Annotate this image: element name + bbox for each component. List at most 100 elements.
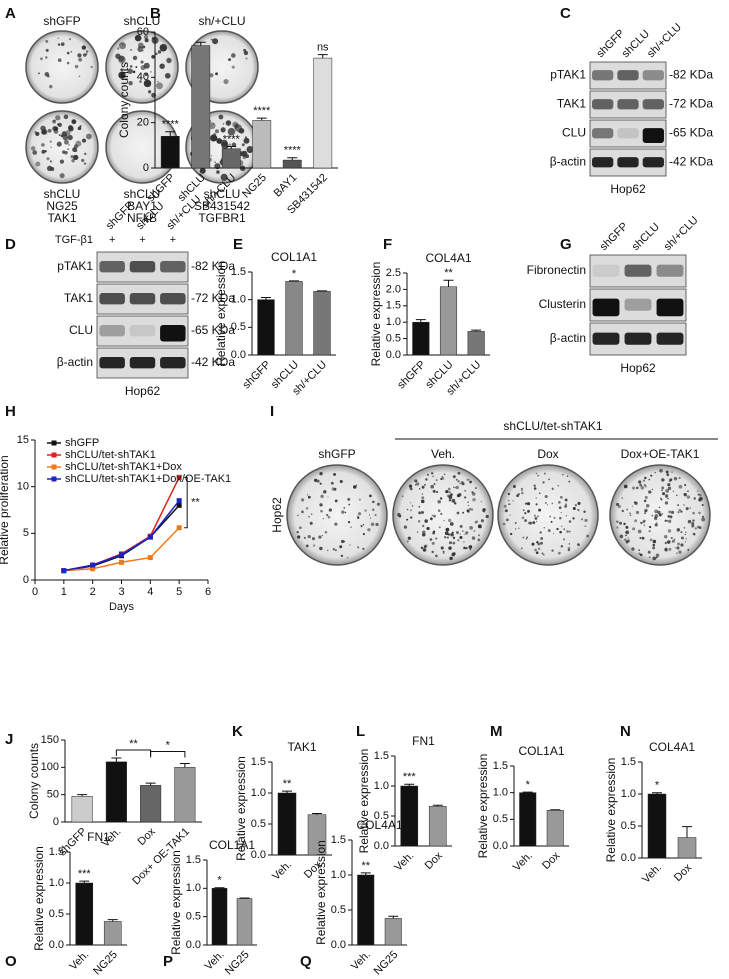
colony xyxy=(320,509,323,513)
colony xyxy=(41,129,47,135)
lane-label: shCLU xyxy=(620,28,652,60)
colony xyxy=(672,490,675,493)
panel-letter: G xyxy=(560,236,572,253)
colony xyxy=(439,497,443,500)
colony xyxy=(451,498,456,503)
colony xyxy=(418,511,422,515)
panel-letter: J xyxy=(5,731,13,748)
colony xyxy=(67,134,73,141)
colony xyxy=(677,504,680,507)
colony xyxy=(424,544,428,548)
blot-band xyxy=(592,157,614,168)
blot-band xyxy=(642,128,664,143)
colony xyxy=(664,519,667,522)
colony xyxy=(627,537,629,539)
colony xyxy=(652,543,656,547)
colony xyxy=(433,514,436,518)
colony xyxy=(546,504,549,506)
colony xyxy=(464,533,466,536)
error-bar xyxy=(145,782,156,786)
colony xyxy=(45,39,49,43)
colony xyxy=(448,495,453,499)
panel-letter: A xyxy=(5,5,16,22)
treatment-mark: + xyxy=(139,234,145,246)
colony xyxy=(64,139,69,145)
colony xyxy=(47,128,52,133)
colony xyxy=(462,511,465,514)
colony xyxy=(452,541,456,545)
y-tick-label: 15 xyxy=(17,434,29,446)
row-label: β-actin xyxy=(57,355,93,369)
colony xyxy=(234,128,237,130)
error-bar xyxy=(107,919,118,922)
row-label: pTAK1 xyxy=(57,259,93,273)
plate-label: BAY1 xyxy=(127,199,157,213)
colony xyxy=(58,134,61,136)
colony xyxy=(64,151,68,155)
colony xyxy=(451,494,454,496)
significance: * xyxy=(292,268,297,280)
colony xyxy=(306,494,309,496)
colony xyxy=(418,505,421,508)
colony xyxy=(507,492,510,496)
blot-band xyxy=(129,261,156,273)
colony xyxy=(406,518,409,521)
colony xyxy=(432,475,434,478)
point xyxy=(176,502,182,508)
colony xyxy=(57,122,62,127)
panel-letter: D xyxy=(5,236,16,253)
colony xyxy=(547,529,551,533)
colony xyxy=(666,540,671,544)
y-tick-label: 5 xyxy=(23,527,29,539)
colony xyxy=(427,473,430,476)
colony xyxy=(307,495,311,499)
colony xyxy=(448,499,452,502)
colony xyxy=(129,65,133,68)
colony xyxy=(543,472,546,475)
cell-line: Hop62 xyxy=(620,361,656,375)
colony xyxy=(548,478,550,481)
colony xyxy=(617,505,621,509)
y-tick-label: 0.5 xyxy=(186,911,201,923)
colony xyxy=(664,541,668,545)
colony xyxy=(166,57,172,64)
colony xyxy=(684,541,687,543)
colony xyxy=(538,508,542,512)
colony xyxy=(460,481,464,485)
colony xyxy=(157,50,162,54)
y-tick-label: 60 xyxy=(137,26,149,38)
y-tick-label: 1.5 xyxy=(186,854,201,866)
colony xyxy=(577,501,581,505)
lane-label: shGFP xyxy=(598,220,631,253)
colony xyxy=(479,526,482,529)
colony xyxy=(643,499,647,503)
colony xyxy=(542,553,545,556)
row-label: CLU xyxy=(562,126,586,140)
colony xyxy=(533,487,537,490)
y-axis-label: Relative expression xyxy=(169,850,183,955)
point xyxy=(119,552,124,558)
plate-label: NFkB xyxy=(127,211,157,225)
colony xyxy=(448,541,453,545)
colony xyxy=(648,556,651,559)
error-bar xyxy=(226,145,237,149)
row-label: pTAK1 xyxy=(550,68,586,82)
colony xyxy=(297,514,299,517)
x-tick-label: Veh. xyxy=(640,862,664,886)
legend-marker xyxy=(51,440,57,446)
colony xyxy=(669,515,673,519)
colony xyxy=(483,508,485,511)
colony xyxy=(420,546,424,550)
colony xyxy=(586,534,589,538)
x-tick-label: 0 xyxy=(32,586,38,598)
row-label: β-actin xyxy=(550,331,586,345)
blot-band xyxy=(99,261,125,273)
colony xyxy=(300,498,305,502)
colony xyxy=(452,536,456,540)
bar xyxy=(75,882,94,946)
colony xyxy=(322,518,324,520)
bar xyxy=(282,159,302,169)
chart-title: TAK1 xyxy=(287,740,316,754)
y-tick-label: 1.5 xyxy=(374,750,389,762)
colony xyxy=(683,492,686,495)
